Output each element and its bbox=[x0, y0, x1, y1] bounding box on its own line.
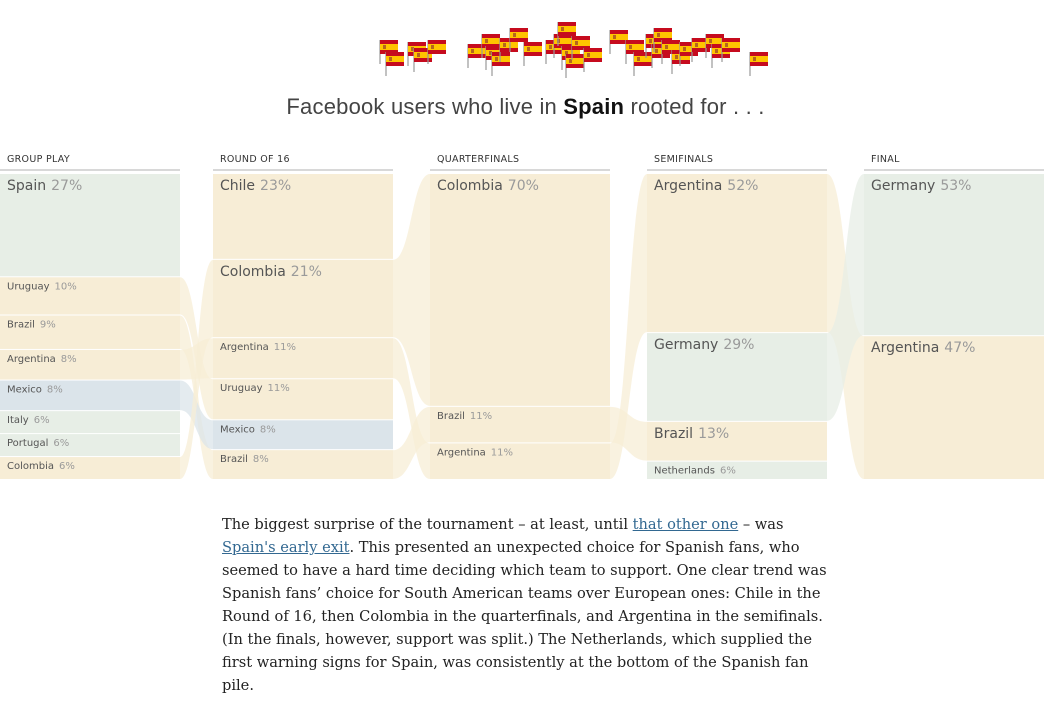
that-other-one-link[interactable]: that other one bbox=[632, 516, 739, 533]
team-label: Argentina 11% bbox=[437, 447, 513, 458]
spain-flag-icon bbox=[711, 44, 730, 68]
spain-flag-icon bbox=[491, 52, 510, 76]
spains-early-exit-link[interactable]: Spain's early exit bbox=[222, 539, 350, 556]
team-label: Argentina 11% bbox=[220, 342, 296, 353]
spain-flag-icon bbox=[749, 52, 768, 76]
spain-flag-icon bbox=[385, 52, 404, 76]
stage-label-3: SEMIFINALS bbox=[654, 154, 713, 165]
team-label: Brazil 9% bbox=[7, 320, 56, 331]
node-colombia-0[interactable] bbox=[0, 457, 180, 479]
stage-rule-4 bbox=[864, 169, 1044, 171]
team-label: Brazil 11% bbox=[437, 411, 492, 422]
spain-flag-icon bbox=[413, 48, 432, 72]
spain-flag-icon bbox=[565, 54, 584, 78]
team-label: Netherlands 6% bbox=[654, 466, 736, 477]
team-label: Italy 6% bbox=[7, 415, 50, 426]
team-label: Argentina 8% bbox=[7, 354, 77, 365]
spain-flag-icon bbox=[509, 28, 528, 52]
title-suffix: rooted for . . . bbox=[630, 94, 765, 119]
title-prefix: Facebook users who live in bbox=[286, 94, 557, 119]
spain-flag-icon bbox=[427, 40, 446, 64]
team-label: Brazil 13% bbox=[654, 426, 729, 442]
stage-label-2: QUARTERFINALS bbox=[437, 154, 519, 165]
team-label: Uruguay 10% bbox=[7, 281, 77, 292]
spain-flag-icon bbox=[557, 22, 576, 46]
spain-flag-icon bbox=[721, 38, 740, 62]
node-brazil-3[interactable] bbox=[647, 421, 827, 461]
node-colombia-1[interactable] bbox=[213, 259, 393, 338]
article-text-1: The biggest surprise of the tournament –… bbox=[222, 516, 628, 533]
spain-flag-icon bbox=[583, 48, 602, 72]
ribbon-colombia-1 bbox=[393, 174, 430, 406]
node-argentina-3[interactable] bbox=[647, 174, 827, 333]
team-label: Germany 29% bbox=[654, 337, 754, 353]
node-germany-4[interactable] bbox=[864, 174, 1044, 336]
stage-rule-0 bbox=[0, 169, 180, 171]
team-label: Colombia 6% bbox=[7, 461, 75, 472]
node-portugal-0[interactable] bbox=[0, 434, 180, 457]
title-country: Spain bbox=[563, 94, 625, 119]
node-chile-1[interactable] bbox=[213, 174, 393, 259]
node-brazil-2[interactable] bbox=[430, 406, 610, 443]
node-argentina-4[interactable] bbox=[864, 336, 1044, 479]
chart-title: Facebook users who live in Spain rooted … bbox=[0, 94, 1051, 120]
node-brazil-0[interactable] bbox=[0, 315, 180, 349]
node-argentina-0[interactable] bbox=[0, 349, 180, 380]
article-text-3: . This presented an unexpected choice fo… bbox=[222, 539, 827, 694]
team-label: Argentina 47% bbox=[871, 340, 975, 356]
team-label: Spain 27% bbox=[7, 178, 82, 194]
flag-crowd bbox=[379, 22, 768, 78]
node-argentina-2[interactable] bbox=[430, 443, 610, 479]
ribbon-colombia-0 bbox=[180, 259, 213, 479]
ribbon-mexico-0 bbox=[180, 380, 213, 450]
stage-label-0: GROUP PLAY bbox=[7, 154, 70, 165]
team-label: Mexico 8% bbox=[220, 424, 276, 435]
node-uruguay-1[interactable] bbox=[213, 379, 393, 420]
team-label: Colombia 70% bbox=[437, 178, 539, 194]
team-label: Colombia 21% bbox=[220, 264, 322, 280]
spain-flag-icon bbox=[499, 38, 518, 62]
node-brazil-1[interactable] bbox=[213, 450, 393, 479]
spain-flag-icon bbox=[691, 38, 710, 62]
spain-flag-icon bbox=[523, 42, 542, 66]
sankey-chart: GROUP PLAY Spain 27% Uruguay 10% Brazil 9% Arge… bbox=[0, 154, 1044, 479]
node-italy-0[interactable] bbox=[0, 411, 180, 434]
spain-flag-icon bbox=[651, 44, 670, 68]
article-paragraph: The biggest surprise of the tournament –… bbox=[222, 513, 827, 697]
spain-flag-icon bbox=[633, 52, 652, 76]
team-label: Germany 53% bbox=[871, 178, 971, 194]
team-label: Chile 23% bbox=[220, 178, 291, 194]
stage-rule-2 bbox=[430, 169, 610, 171]
node-mexico-1[interactable] bbox=[213, 420, 393, 450]
ribbon-argentina-2 bbox=[610, 174, 647, 479]
node-mexico-0[interactable] bbox=[0, 380, 180, 411]
node-colombia-2[interactable] bbox=[430, 174, 610, 406]
stage-label-1: ROUND OF 16 bbox=[220, 154, 290, 165]
stage-label-4: FINAL bbox=[871, 154, 900, 165]
spain-flag-icon bbox=[609, 30, 628, 54]
team-label: Uruguay 11% bbox=[220, 383, 290, 394]
team-label: Mexico 8% bbox=[7, 385, 63, 396]
team-label: Argentina 52% bbox=[654, 178, 758, 194]
node-uruguay-0[interactable] bbox=[0, 277, 180, 315]
stage-rule-3 bbox=[647, 169, 827, 171]
node-germany-3[interactable] bbox=[647, 333, 827, 421]
team-label: Brazil 8% bbox=[220, 454, 269, 465]
article-text-2: – was bbox=[742, 516, 784, 533]
ribbon-brazil-1 bbox=[393, 406, 430, 479]
team-label: Portugal 6% bbox=[7, 438, 69, 449]
spain-flag-icon bbox=[679, 42, 698, 66]
stage-rule-1 bbox=[213, 169, 393, 171]
spain-flag-icon bbox=[661, 40, 680, 64]
ribbon-germany-3 bbox=[827, 174, 864, 421]
spain-flag-icon bbox=[571, 36, 590, 60]
spain-flag-icon bbox=[467, 44, 486, 68]
node-netherlands-3[interactable] bbox=[647, 461, 827, 479]
node-argentina-1[interactable] bbox=[213, 338, 393, 379]
node-spain-0[interactable] bbox=[0, 174, 180, 277]
